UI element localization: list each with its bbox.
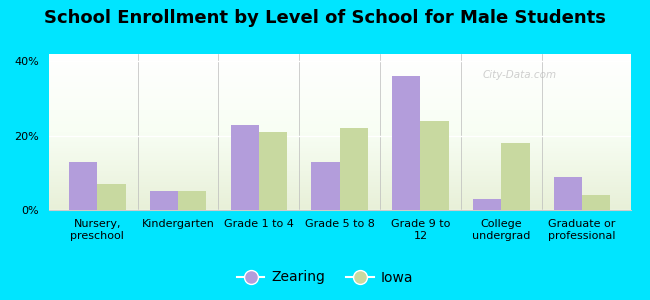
Bar bbox=[259, 132, 287, 210]
Legend: Zearing, Iowa: Zearing, Iowa bbox=[231, 265, 419, 290]
Bar bbox=[582, 195, 610, 210]
Bar bbox=[473, 199, 501, 210]
Bar bbox=[69, 162, 97, 210]
Bar bbox=[421, 121, 448, 210]
Bar bbox=[231, 124, 259, 210]
Bar bbox=[178, 191, 206, 210]
Bar bbox=[311, 162, 340, 210]
Bar bbox=[501, 143, 530, 210]
Text: City-Data.com: City-Data.com bbox=[483, 70, 557, 80]
Bar bbox=[392, 76, 421, 210]
Bar bbox=[98, 184, 125, 210]
Text: School Enrollment by Level of School for Male Students: School Enrollment by Level of School for… bbox=[44, 9, 606, 27]
Bar bbox=[339, 128, 368, 210]
Bar bbox=[150, 191, 178, 210]
Bar bbox=[554, 177, 582, 210]
